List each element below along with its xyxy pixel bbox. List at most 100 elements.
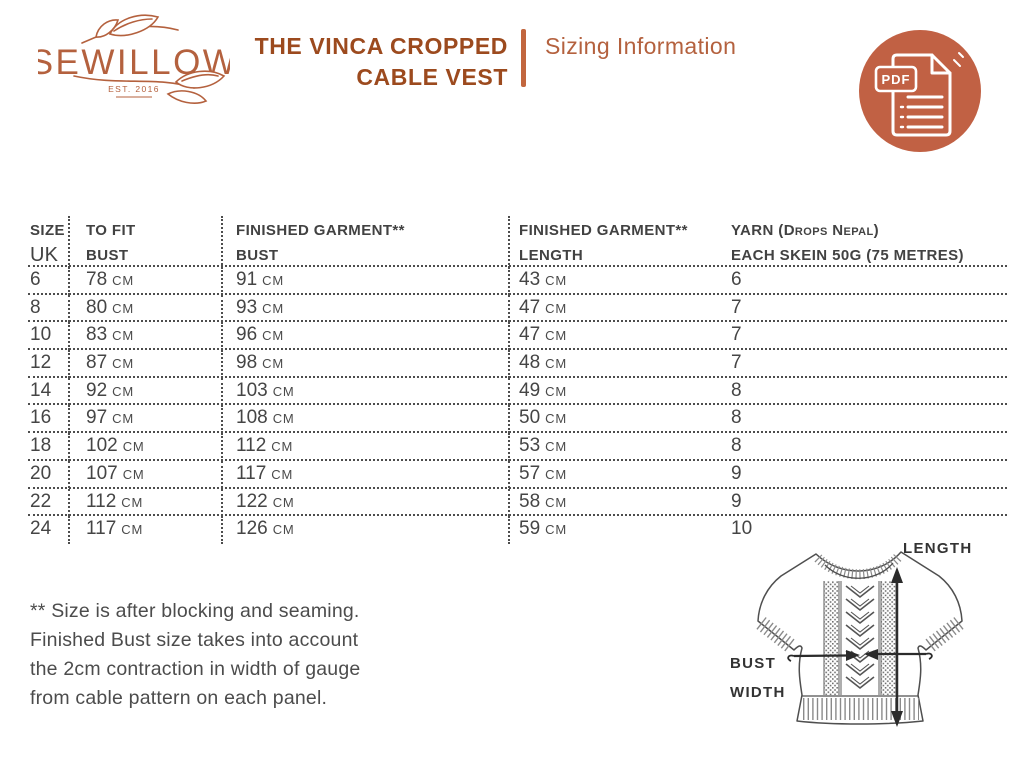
cell-to-fit-bust: 107 cm bbox=[70, 460, 223, 489]
cell-to-fit-bust: 78 cm bbox=[70, 267, 223, 295]
cell-finished-length: 57 cm bbox=[510, 461, 730, 489]
cell-unit: cm bbox=[545, 466, 567, 482]
cell-value: 47 bbox=[519, 324, 541, 346]
cell-value: 98 bbox=[236, 352, 258, 374]
pdf-badge-label: PDF bbox=[882, 72, 911, 87]
column-header-yarn: YARN (Drops Nepal) EACH SKEIN 50G (75 ME… bbox=[730, 216, 1007, 268]
column-header-line: FINISHED GARMENT** bbox=[519, 222, 688, 239]
cell-unit: cm bbox=[272, 494, 295, 510]
cell-value: 59 bbox=[519, 518, 541, 540]
cell-value: 43 bbox=[519, 269, 541, 290]
bust-width-label: BUST WIDTH bbox=[730, 649, 786, 707]
cell-skeins: 7 bbox=[730, 350, 1007, 378]
pdf-badge bbox=[874, 65, 918, 93]
cell-value: 6 bbox=[731, 269, 742, 290]
cell-value: 117 bbox=[236, 462, 267, 484]
cell-unit: cm bbox=[545, 383, 567, 399]
cell-finished-length: 53 cm bbox=[510, 433, 730, 461]
cell-value: 8 bbox=[731, 435, 742, 457]
size-table: SIZE UK TO FIT BUST FINISHED GARMENT** B… bbox=[28, 216, 1007, 544]
cell-unit: cm bbox=[262, 356, 284, 372]
cell-value: 8 bbox=[731, 379, 742, 401]
cell-value: 16 bbox=[30, 407, 52, 429]
cell-skeins: 7 bbox=[730, 295, 1007, 323]
cell-value: 117 bbox=[86, 518, 117, 540]
cell-value: 112 bbox=[236, 435, 267, 457]
cell-unit: cm bbox=[545, 300, 567, 316]
size-table-body: 6 78 cm 91 cm 43 cm 6 8 80 cm 93 cm 47 cm 7 10 83 cm 96 cm 47… bbox=[28, 267, 1007, 544]
cell-finished-length: 47 cm bbox=[510, 322, 730, 350]
cell-value: 49 bbox=[519, 379, 541, 401]
pattern-title: THE VINCA CROPPED CABLE VEST bbox=[240, 31, 508, 93]
cell-finished-length: 48 cm bbox=[510, 350, 730, 378]
column-header-line: BUST bbox=[86, 247, 129, 264]
footnote-line: ** Size is after blocking and seaming. bbox=[30, 600, 360, 622]
table-row: 24 117 cm 126 cm 59 cm 10 bbox=[28, 516, 1007, 544]
cell-value: 126 bbox=[236, 518, 268, 540]
column-header-finished-bust: FINISHED GARMENT** BUST bbox=[223, 216, 510, 268]
sewillow-logo: SEWILLOW EST. 2016 bbox=[38, 14, 230, 104]
page-subtitle: Sizing Information bbox=[545, 33, 737, 59]
cell-unit: cm bbox=[545, 494, 567, 510]
cell-value: 108 bbox=[236, 407, 268, 429]
cell-value: 50 bbox=[519, 407, 541, 429]
cell-unit: cm bbox=[112, 273, 134, 288]
cell-value: 80 bbox=[86, 296, 108, 318]
cell-unit: cm bbox=[271, 466, 294, 482]
cell-to-fit-bust: 80 cm bbox=[70, 294, 223, 323]
cell-value: 22 bbox=[30, 490, 52, 512]
leaf-ornament-bottom bbox=[73, 70, 226, 104]
cell-value: 20 bbox=[30, 462, 52, 484]
column-header-size: SIZE UK bbox=[28, 216, 70, 268]
brand-established: EST. 2016 bbox=[108, 84, 160, 94]
table-row: 16 97 cm 108 cm 50 cm 8 bbox=[28, 405, 1007, 434]
column-header-line: YARN (Drops Nepal) bbox=[731, 222, 880, 239]
neckband-inner-edge bbox=[824, 562, 894, 579]
cell-value: 96 bbox=[236, 324, 258, 346]
footnote-line: the 2cm contraction in width of gauge bbox=[30, 658, 361, 680]
cell-unit: cm bbox=[271, 439, 294, 455]
cell-to-fit-bust: 83 cm bbox=[70, 322, 223, 350]
cell-to-fit-bust: 92 cm bbox=[70, 377, 223, 406]
table-row: 8 80 cm 93 cm 47 cm 7 bbox=[28, 294, 1007, 323]
cell-finished-length: 43 cm bbox=[510, 267, 730, 295]
pdf-document-outline bbox=[891, 53, 952, 137]
cell-value: 9 bbox=[731, 490, 742, 512]
cell-value: 97 bbox=[86, 407, 108, 429]
cell-value: 9 bbox=[731, 462, 742, 484]
bust-width-arrow bbox=[787, 649, 933, 662]
cell-finished-length: 49 cm bbox=[510, 378, 730, 406]
cell-finished-bust: 122 cm bbox=[223, 488, 510, 516]
column-header-line: UK bbox=[30, 244, 59, 266]
cell-unit: cm bbox=[121, 494, 144, 510]
cell-value: 87 bbox=[86, 352, 108, 374]
cell-unit: cm bbox=[122, 439, 145, 455]
footnote-line: Finished Bust size takes into account bbox=[30, 629, 359, 651]
cell-value: 14 bbox=[30, 379, 52, 401]
cell-finished-bust: 108 cm bbox=[223, 405, 510, 433]
pattern-title-line2: CABLE VEST bbox=[356, 64, 508, 90]
cell-unit: cm bbox=[121, 522, 144, 538]
cell-value: 53 bbox=[519, 435, 541, 457]
cell-to-fit-bust: 112 cm bbox=[70, 488, 223, 516]
leaf-ornament-top bbox=[81, 14, 179, 44]
neckband-ribbing bbox=[814, 552, 903, 580]
pdf-corner-dashes bbox=[953, 52, 964, 67]
cell-finished-length: 50 cm bbox=[510, 405, 730, 433]
table-row: 14 92 cm 103 cm 49 cm 8 bbox=[28, 377, 1007, 406]
vest-schematic bbox=[756, 551, 964, 727]
cell-unit: cm bbox=[545, 273, 567, 288]
bust-width-label-line2: WIDTH bbox=[730, 684, 786, 701]
cell-unit: cm bbox=[262, 273, 284, 288]
column-header-line: SIZE bbox=[30, 222, 65, 239]
cell-finished-bust: 93 cm bbox=[223, 294, 510, 323]
column-header-line: FINISHED GARMENT** bbox=[236, 222, 405, 239]
cell-unit: cm bbox=[545, 439, 567, 455]
cell-value: 122 bbox=[236, 490, 268, 512]
cell-size: 24 bbox=[28, 516, 70, 544]
table-row: 6 78 cm 91 cm 43 cm 6 bbox=[28, 267, 1007, 295]
table-row: 12 87 cm 98 cm 48 cm 7 bbox=[28, 350, 1007, 378]
cell-size: 8 bbox=[28, 294, 70, 323]
length-arrow bbox=[891, 567, 903, 727]
column-header-to-fit-bust: TO FIT BUST bbox=[70, 216, 223, 268]
